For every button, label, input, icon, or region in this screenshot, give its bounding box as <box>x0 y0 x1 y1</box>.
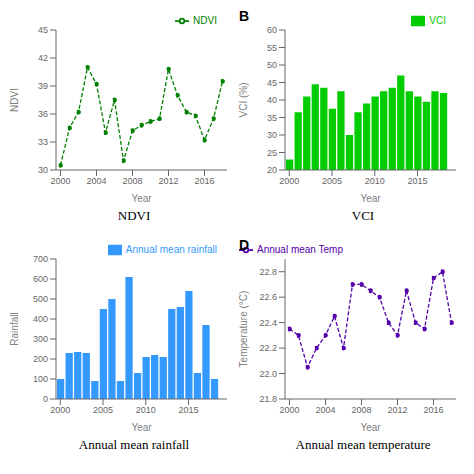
svg-text:Temperature (°C): Temperature (°C) <box>238 291 249 368</box>
svg-text:Year: Year <box>360 193 381 204</box>
svg-text:20: 20 <box>267 165 277 175</box>
svg-text:2000: 2000 <box>50 405 70 415</box>
svg-text:300: 300 <box>33 334 48 344</box>
svg-text:55: 55 <box>267 43 277 53</box>
html-text:Annual mean rainfall: Annual mean rainfall <box>125 243 217 255</box>
svg-text:2016: 2016 <box>194 176 214 186</box>
html-text:VCI: VCI <box>351 208 375 223</box>
svg-text:100: 100 <box>33 374 48 384</box>
html-text:Annual mean temperature: Annual mean temperature <box>295 437 431 452</box>
svg-text:40: 40 <box>267 95 277 105</box>
svg-text:2005: 2005 <box>93 405 113 415</box>
html-text:B: B <box>239 8 250 24</box>
svg-text:2012: 2012 <box>387 405 407 415</box>
html-text:Annual mean rainfall: Annual mean rainfall <box>78 437 190 452</box>
svg-text:2008: 2008 <box>122 176 142 186</box>
svg-text:2008: 2008 <box>351 405 371 415</box>
svg-text:22.8: 22.8 <box>259 267 277 277</box>
svg-text:2000: 2000 <box>279 176 299 186</box>
svg-text:22.2: 22.2 <box>259 343 277 353</box>
svg-text:0: 0 <box>43 394 48 404</box>
svg-text:22.0: 22.0 <box>259 369 277 379</box>
svg-text:500: 500 <box>33 294 48 304</box>
svg-text:39: 39 <box>38 81 48 91</box>
svg-text:35: 35 <box>267 113 277 123</box>
svg-text:60: 60 <box>267 25 277 35</box>
svg-text:25: 25 <box>267 148 277 158</box>
html-text:D: D <box>239 237 250 253</box>
svg-text:22.6: 22.6 <box>259 292 277 302</box>
svg-text:NDVI: NDVI <box>9 88 20 112</box>
svg-text:33: 33 <box>38 137 48 147</box>
svg-text:200: 200 <box>33 354 48 364</box>
svg-text:36: 36 <box>38 109 48 119</box>
svg-text:45: 45 <box>267 78 277 88</box>
svg-text:2000: 2000 <box>50 176 70 186</box>
svg-text:2012: 2012 <box>158 176 178 186</box>
svg-text:Year: Year <box>131 422 152 433</box>
svg-text:2015: 2015 <box>408 176 428 186</box>
svg-text:21.8: 21.8 <box>259 394 277 404</box>
svg-text:2016: 2016 <box>423 405 443 415</box>
svg-text:2010: 2010 <box>136 405 156 415</box>
svg-text:30: 30 <box>38 165 48 175</box>
html-text:NDVI: NDVI <box>117 208 151 223</box>
svg-text:2010: 2010 <box>365 176 385 186</box>
html-text:Annual mean Temp: Annual mean Temp <box>257 243 343 255</box>
svg-text:2004: 2004 <box>315 405 335 415</box>
svg-text:600: 600 <box>33 274 48 284</box>
svg-text:2015: 2015 <box>179 405 199 415</box>
svg-text:2000: 2000 <box>279 405 299 415</box>
html-text:NDVI: NDVI <box>193 14 217 26</box>
svg-text:45: 45 <box>38 25 48 35</box>
svg-text:400: 400 <box>33 314 48 324</box>
html-text:VCI: VCI <box>429 14 446 26</box>
svg-text:VCI (%): VCI (%) <box>238 83 249 118</box>
svg-text:50: 50 <box>267 60 277 70</box>
svg-text:2005: 2005 <box>322 176 342 186</box>
svg-text:700: 700 <box>33 254 48 264</box>
svg-text:42: 42 <box>38 53 48 63</box>
svg-text:Rainfall: Rainfall <box>9 312 20 345</box>
svg-text:30: 30 <box>267 130 277 140</box>
svg-text:22.4: 22.4 <box>259 318 277 328</box>
svg-text:2004: 2004 <box>86 176 106 186</box>
svg-text:Year: Year <box>131 193 152 204</box>
svg-text:Year: Year <box>360 422 381 433</box>
